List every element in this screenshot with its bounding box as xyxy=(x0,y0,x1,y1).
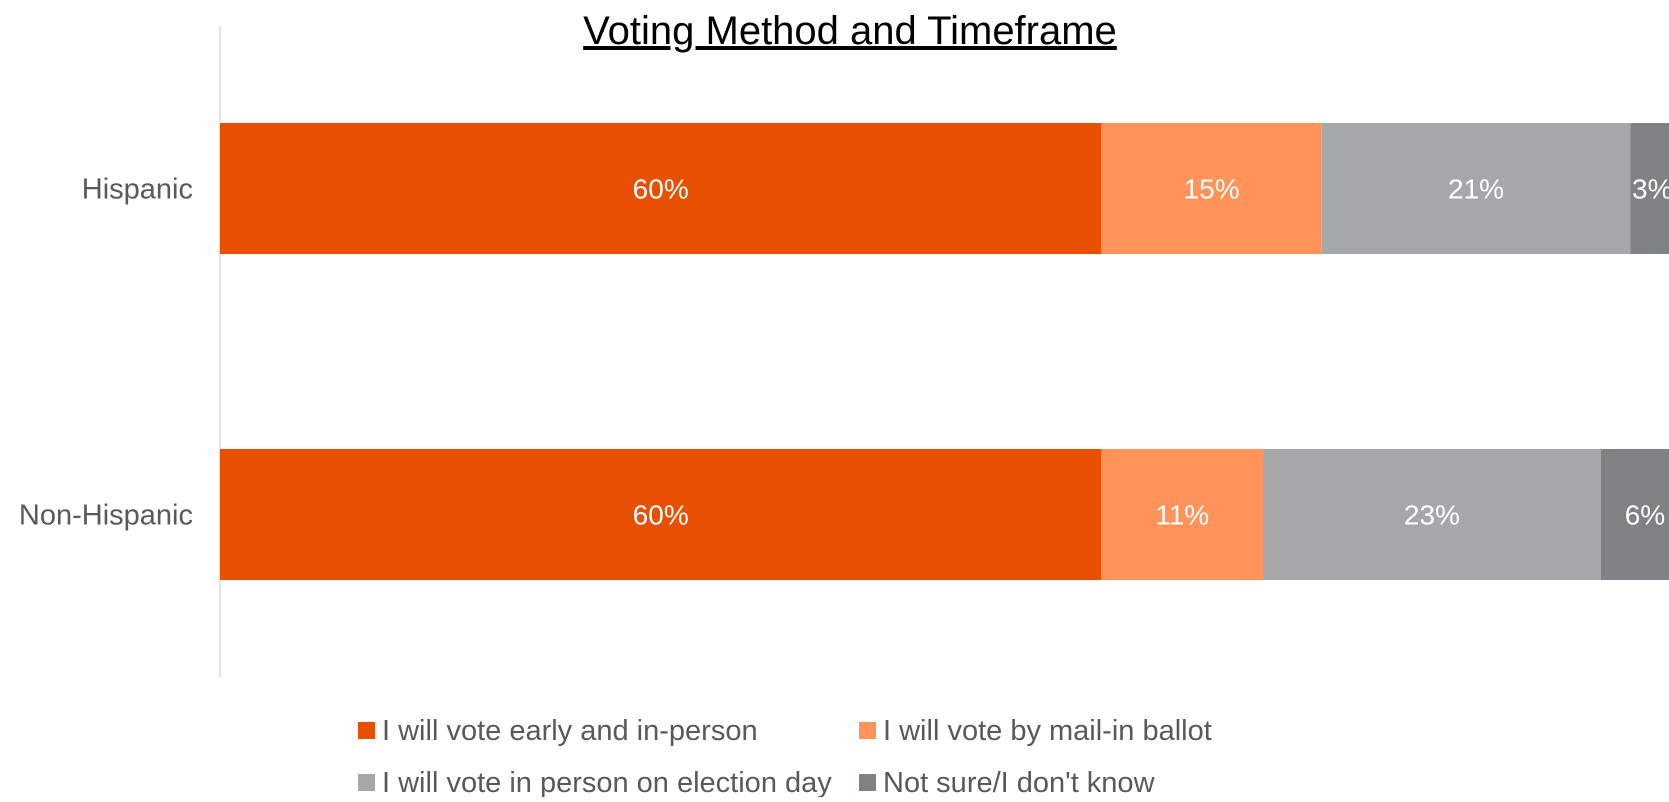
bar-segment xyxy=(1262,449,1601,580)
legend-label: Not sure/I don't know xyxy=(883,767,1156,797)
category-label: Hispanic xyxy=(82,174,193,206)
legend-label: I will vote by mail-in ballot xyxy=(883,715,1212,747)
bar-segment xyxy=(1101,449,1263,580)
bar-segment xyxy=(1630,123,1669,254)
bar-segment xyxy=(1600,449,1669,580)
data-label: 3% xyxy=(1632,174,1669,205)
bar-segment xyxy=(220,449,1102,580)
legend-swatch xyxy=(859,722,876,739)
category-label: Non-Hispanic xyxy=(19,500,193,532)
chart-title: Voting Method and Timeframe xyxy=(583,9,1117,53)
legend-swatch xyxy=(358,774,375,791)
data-label: 21% xyxy=(1448,174,1504,205)
legend-swatch xyxy=(859,774,876,791)
bar-segment xyxy=(220,123,1102,254)
legend-swatch xyxy=(358,722,375,739)
legend-label: I will vote in person on election day xyxy=(382,767,832,797)
data-label: 11% xyxy=(1155,500,1209,531)
data-label: 6% xyxy=(1625,500,1665,531)
legend-label: I will vote early and in-person xyxy=(382,715,758,747)
legend: I will vote early and in-person I will vo… xyxy=(358,715,1212,799)
data-label: 23% xyxy=(1404,500,1460,531)
bar-segment xyxy=(1321,123,1631,254)
category-labels: Hispanic Non-Hispanic xyxy=(19,174,193,532)
bars-group: 60% 15% 21% 3% 60% 11% 23% 6% xyxy=(220,123,1669,580)
data-label: 15% xyxy=(1184,174,1240,205)
bar-segment xyxy=(1101,123,1322,254)
data-label: 60% xyxy=(633,500,689,531)
data-label: 60% xyxy=(633,174,689,205)
